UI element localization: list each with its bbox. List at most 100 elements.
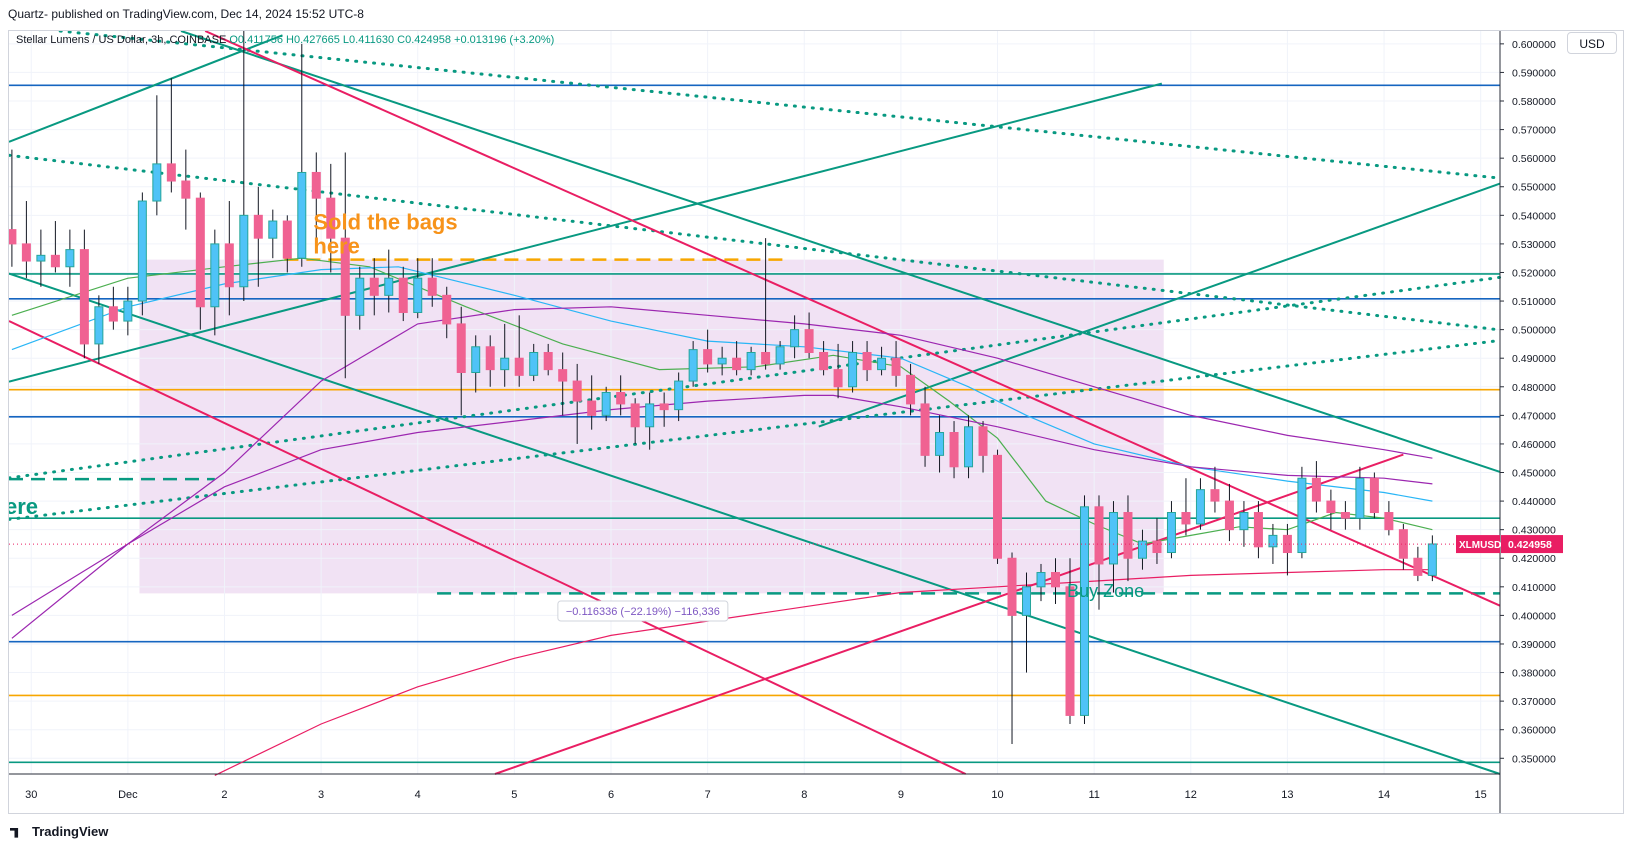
candle-body-down [1051, 572, 1061, 588]
candle-body-up [94, 306, 104, 345]
candle-body-down [906, 374, 916, 405]
trendline [818, 182, 1501, 428]
candle-body-down [732, 357, 742, 371]
candle-body-up [746, 351, 756, 371]
candle-body-up [268, 220, 278, 239]
candle-body-down [703, 349, 713, 365]
price-tick-label: 0.480000 [1512, 382, 1556, 394]
candle-body-down [616, 391, 626, 405]
dotted-trendline [58, 31, 1502, 180]
time-tick-label: 9 [898, 789, 904, 801]
annotation-edge-text: ere [9, 494, 38, 519]
candle-body-down [1384, 512, 1394, 531]
ohlc-values: O0.411756 H0.427665 L0.411630 C0.424958 … [229, 34, 555, 46]
tradingview-logo-icon [10, 827, 19, 838]
trendline [9, 82, 1163, 383]
time-tick-label: Dec [118, 789, 138, 801]
price-tick-label: 0.370000 [1512, 696, 1556, 708]
candle-body-down [630, 403, 640, 428]
time-tick-label: 12 [1185, 789, 1197, 801]
candle-body-down [949, 432, 959, 468]
tradingview-logo-text: TradingView [32, 824, 109, 839]
candle-body-down [1007, 557, 1017, 616]
annotation-buy-zone: Buy Zone [1067, 581, 1144, 601]
price-tick-label: 0.470000 [1512, 410, 1556, 422]
candle-body-up [645, 403, 655, 428]
candle-body-up [500, 357, 510, 371]
price-tick-label: 0.530000 [1512, 239, 1556, 251]
time-tick-label: 8 [801, 789, 807, 801]
time-tick-label: 6 [608, 789, 614, 801]
candle-body-up [1297, 477, 1307, 554]
candle-body-up [935, 432, 945, 456]
levels-layer [9, 84, 1500, 764]
candle-body-up [717, 357, 727, 365]
price-tick-label: 0.500000 [1512, 325, 1556, 337]
candle-body-down [1369, 477, 1379, 514]
candle-body-up [471, 346, 481, 373]
moving-average-line [11, 257, 1433, 545]
symbol-legend: Stellar Lumens / US Dollar, 3h, COINBASE… [16, 34, 554, 46]
candle-body-down [572, 380, 582, 402]
candle-body-down [833, 369, 843, 388]
candle-body-up [413, 277, 423, 313]
time-tick-label: 7 [705, 789, 711, 801]
candle-body-up [1239, 512, 1249, 531]
candle-body-up [790, 329, 800, 348]
candle-body-down [862, 351, 872, 371]
candle-body-down [1123, 512, 1133, 559]
candle-body-down [1094, 506, 1104, 565]
candle-body-down [587, 400, 597, 416]
candle-body-down [456, 323, 466, 373]
candle-body-down [166, 163, 176, 182]
price-chart[interactable]: Sold the bags here ere Buy Zone −0.116336 (−… [9, 31, 1623, 813]
candle-body-up [775, 346, 785, 365]
price-tick-label: 0.600000 [1512, 39, 1556, 51]
candle-body-up [137, 200, 147, 302]
moving-average-line [11, 394, 1433, 639]
time-tick-label: 10 [991, 789, 1003, 801]
price-tick-label: 0.540000 [1512, 210, 1556, 222]
chart-frame[interactable]: Sold the bags here ere Buy Zone −0.116336 (−… [8, 30, 1624, 814]
candle-body-down [1065, 586, 1075, 716]
price-tick-label: 0.560000 [1512, 153, 1556, 165]
last-price-tag [1501, 535, 1563, 554]
candle-body-down [311, 171, 321, 199]
candle-body-up [152, 163, 162, 202]
candle-body-up [36, 254, 46, 262]
moving-average-line [11, 266, 1433, 502]
candle-body-up [1166, 512, 1176, 554]
moving-average-line [214, 569, 1433, 776]
candle-body-up [210, 243, 220, 308]
candle-body-down [1181, 512, 1191, 525]
candle-body-down [558, 369, 568, 382]
candle-body-up [123, 300, 133, 322]
time-tick-label: 30 [25, 789, 37, 801]
price-tick-label: 0.400000 [1512, 610, 1556, 622]
candle-body-down [427, 277, 437, 296]
candle-body-up [848, 351, 858, 388]
candle-body-down [819, 351, 829, 371]
candle-body-down [21, 243, 31, 262]
annotations-layer: Sold the bags here ere Buy Zone −0.116336 (−… [9, 210, 1144, 622]
candle-body-down [1340, 512, 1350, 519]
candle-body-down [920, 403, 930, 456]
price-tick-label: 0.460000 [1512, 439, 1556, 451]
dotted-trendline [9, 153, 1502, 332]
candle-body-down [1152, 540, 1162, 554]
candle-body-down [993, 454, 1003, 559]
candle-body-up [877, 357, 887, 371]
currency-button[interactable]: USD [1567, 32, 1617, 54]
trendline [9, 320, 967, 775]
candle-body-down [804, 329, 814, 353]
trendline [204, 31, 1501, 607]
candle-body-down [224, 243, 234, 288]
candle-body-down [181, 180, 191, 199]
candle-body-up [964, 426, 974, 468]
candle-body-down [1282, 534, 1292, 554]
time-tick-label: 14 [1378, 789, 1390, 801]
ticker-name-label: XLMUSD [1459, 540, 1501, 551]
price-tick-label: 0.520000 [1512, 267, 1556, 279]
price-tick-label: 0.590000 [1512, 67, 1556, 79]
candle-body-down [978, 426, 988, 456]
